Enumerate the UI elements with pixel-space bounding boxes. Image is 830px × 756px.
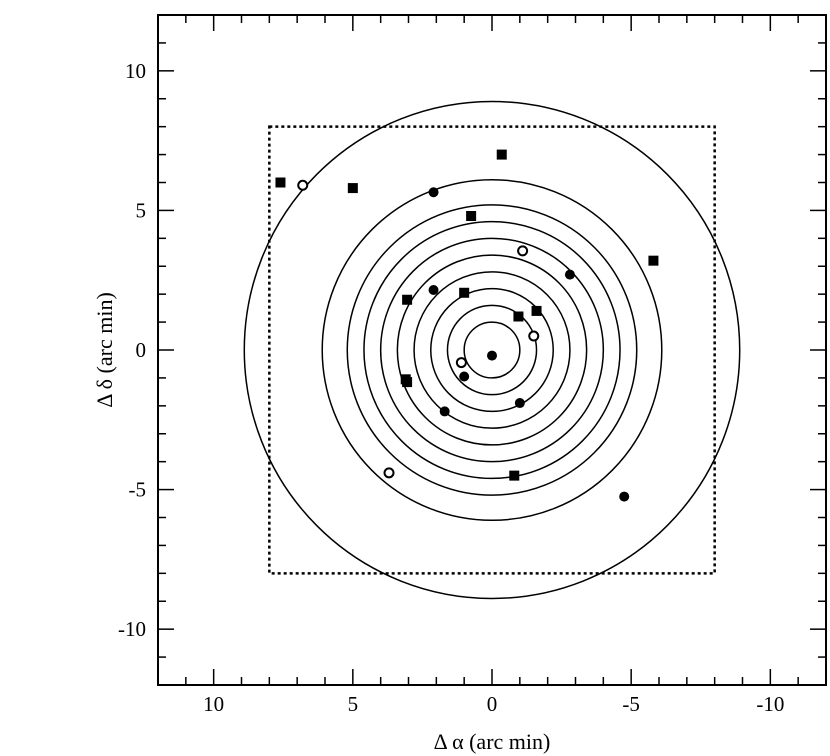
x-tick-label: -5 [622, 692, 640, 716]
tick-labels: 10 5 0 -5 -10 10 5 0 -5 -10 [118, 59, 784, 716]
open-circle-point [297, 179, 309, 191]
open-circle-point [517, 245, 529, 257]
contour-ring [379, 237, 605, 463]
filled-circle-point [487, 350, 497, 361]
filled-square-point [347, 183, 358, 194]
filled-square-point [496, 149, 507, 160]
y-tick-label: -5 [129, 478, 147, 502]
filled-circle-point [564, 269, 575, 280]
data-points [275, 149, 659, 502]
filled-square-point [402, 377, 413, 388]
y-tick-label: 10 [125, 59, 146, 83]
contour-ring [346, 204, 638, 496]
contour-ring [321, 178, 663, 522]
filled-square-point [531, 305, 542, 316]
contour-ring [430, 287, 554, 413]
y-tick-label: -10 [118, 617, 146, 641]
plot-frame [157, 14, 827, 686]
y-tick-label: 5 [136, 198, 147, 222]
filled-circle-point [428, 284, 439, 295]
field-box [268, 125, 716, 575]
filled-square-point [459, 287, 470, 298]
open-circle-point [455, 357, 467, 369]
contour-ring [413, 271, 571, 429]
open-circle-point [528, 330, 540, 342]
filled-square-point [509, 470, 520, 481]
open-circle-point [383, 467, 395, 479]
contour-ring [243, 100, 741, 600]
filled-square-point [402, 294, 413, 305]
filled-circle-point [428, 187, 439, 198]
filled-square-point [275, 177, 286, 188]
x-tick-label: 10 [203, 692, 224, 716]
filled-square-point [513, 311, 524, 322]
y-tick-label: 0 [136, 338, 147, 362]
x-tick-label: -10 [756, 692, 784, 716]
contour-ring [463, 321, 521, 379]
filled-circle-point [619, 491, 630, 502]
contour-ring [363, 220, 621, 480]
filled-circle-point [439, 406, 450, 417]
y-axis-title: Δ δ (arc min) [92, 292, 117, 408]
axis-ticks [157, 14, 827, 686]
contour-ring [396, 254, 588, 446]
x-tick-label: 5 [348, 692, 359, 716]
x-tick-label: 0 [487, 692, 498, 716]
filled-circle-point [514, 398, 525, 409]
contour-rings [243, 100, 741, 600]
filled-square-point [466, 211, 477, 221]
x-axis-title: Δ α (arc min) [434, 729, 551, 754]
filled-circle-point [459, 371, 470, 382]
contour-ring [446, 304, 538, 396]
filled-square-point [648, 255, 659, 266]
